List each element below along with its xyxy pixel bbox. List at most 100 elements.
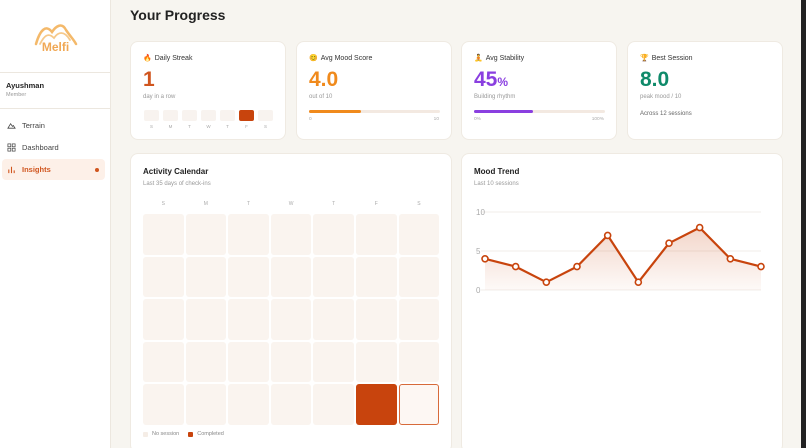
calendar-day-cell[interactable] [228, 384, 269, 425]
calendar-day-cell[interactable] [398, 256, 440, 298]
trend-point[interactable] [481, 254, 489, 263]
streak-day-cell [163, 110, 178, 121]
calendar-day-cell[interactable] [143, 384, 184, 425]
stability-sub: Building rhythm [474, 94, 516, 100]
trend-point[interactable] [542, 278, 551, 286]
streak-day-label: W [206, 124, 211, 129]
calendar-grid [143, 214, 440, 425]
trend-point[interactable] [634, 278, 643, 286]
trend-point[interactable] [603, 231, 612, 240]
stability-unit: % [497, 75, 509, 89]
calendar-day-cell[interactable] [313, 256, 354, 298]
meditation-icon: 🧘 [474, 55, 483, 62]
streak-day-label: M [168, 124, 173, 129]
activity-calendar-card: Activity Calendar Last 35 days of check-… [130, 153, 452, 448]
nav-label: Insights [22, 165, 51, 174]
nav-label: Terrain [22, 121, 45, 130]
calendar-day-cell[interactable] [313, 214, 354, 255]
daily-streak-card: 🔥 Daily Streak 1 day in a row S M T W T F S [130, 41, 286, 140]
calendar-day-cell[interactable] [185, 256, 227, 298]
calendar-day-cell[interactable] [270, 341, 312, 383]
page-title: Your Progress [130, 7, 226, 23]
calendar-subtitle: Last 35 days of check-ins [143, 181, 211, 187]
nav-label: Dashboard [22, 143, 59, 152]
sidebar-divider [0, 108, 111, 109]
calendar-day-cell[interactable] [355, 299, 397, 340]
sidebar-divider [0, 72, 111, 73]
streak-day-label: S [149, 124, 153, 129]
calendar-day-label: S [417, 201, 421, 207]
calendar-legend: No session Completed [143, 431, 233, 437]
mood-min-label: 0 [309, 117, 312, 122]
fire-icon: 🔥 [143, 55, 152, 62]
y-tick-label: 10 [476, 208, 485, 217]
avg-mood-card: 😊 Avg Mood Score 4.0 out of 10 0 10 [296, 41, 452, 140]
best-value: 8.0 [640, 68, 670, 91]
melfi-logo-icon [34, 24, 78, 46]
calendar-day-cell[interactable] [270, 299, 312, 340]
app-name: Melfi [41, 40, 70, 54]
legend-swatch-none [143, 431, 148, 437]
calendar-day-cell[interactable] [398, 299, 440, 340]
mood-trend-title: Mood Trend [474, 167, 520, 176]
nav-item-dashboard[interactable]: Dashboard [2, 137, 105, 158]
calendar-day-label: S [161, 201, 165, 207]
calendar-day-cell[interactable] [398, 341, 440, 383]
mood-trend-chart: 10 5 0 [476, 208, 765, 295]
calendar-day-cell[interactable] [228, 299, 269, 340]
calendar-day-cell[interactable] [355, 341, 397, 383]
trend-point[interactable] [726, 254, 735, 263]
calendar-day-cell[interactable] [313, 384, 354, 425]
calendar-day-cell[interactable] [228, 341, 269, 383]
best-sub: peak mood / 10 [640, 94, 682, 100]
trend-point[interactable] [511, 262, 520, 271]
y-tick-label: 0 [476, 286, 481, 295]
calendar-day-cell[interactable] [313, 299, 354, 340]
trend-point[interactable] [757, 262, 765, 271]
calendar-day-cell[interactable] [270, 384, 312, 425]
calendar-day-cell[interactable] [143, 299, 184, 340]
calendar-day-cell[interactable] [143, 256, 184, 298]
calendar-day-cell[interactable] [228, 214, 269, 255]
mood-value: 4.0 [309, 68, 339, 91]
calendar-day-cell[interactable] [228, 256, 269, 298]
streak-day-label: F [245, 124, 248, 129]
nav-item-insights[interactable]: Insights [2, 159, 105, 180]
avg-stability-card: 🧘 Avg Stability 45% Building rhythm 0% 10… [461, 41, 617, 140]
mood-sub: out of 10 [309, 94, 333, 100]
user-role: Member [6, 92, 27, 98]
calendar-day-cell[interactable] [313, 341, 354, 383]
calendar-title: Activity Calendar [143, 167, 209, 176]
window-scrollbar[interactable] [801, 0, 806, 448]
user-name: Ayushman [6, 81, 45, 90]
trend-point[interactable] [695, 223, 704, 232]
streak-day-label: T [226, 124, 229, 129]
stability-value: 45 [474, 68, 498, 91]
week-row [144, 110, 273, 121]
streak-value: 1 [143, 68, 155, 91]
calendar-day-cell[interactable] [355, 384, 397, 425]
calendar-day-cell[interactable] [185, 341, 227, 383]
trend-point[interactable] [573, 262, 581, 271]
calendar-day-cell[interactable] [185, 384, 227, 425]
trend-point[interactable] [665, 239, 673, 248]
calendar-day-cell[interactable] [143, 341, 184, 383]
nav-item-terrain[interactable]: Terrain [2, 115, 105, 136]
calendar-day-cell[interactable] [398, 384, 440, 425]
calendar-day-cell[interactable] [355, 256, 397, 298]
calendar-day-cell[interactable] [355, 214, 397, 255]
legend-swatch-done [188, 431, 194, 437]
stat-label: Best Session [651, 54, 693, 62]
calendar-day-label: M [203, 201, 208, 207]
calendar-day-cell[interactable] [270, 256, 312, 298]
stat-label: Avg Mood Score [320, 54, 373, 62]
calendar-day-cell[interactable] [398, 214, 440, 255]
calendar-day-cell[interactable] [185, 214, 227, 255]
stability-max-label: 100% [591, 117, 604, 122]
calendar-day-label: T [332, 201, 336, 207]
y-tick-label: 5 [476, 247, 481, 256]
mountain-icon [7, 122, 16, 129]
calendar-day-cell[interactable] [143, 214, 184, 255]
calendar-day-cell[interactable] [185, 299, 227, 340]
calendar-day-cell[interactable] [270, 214, 312, 255]
